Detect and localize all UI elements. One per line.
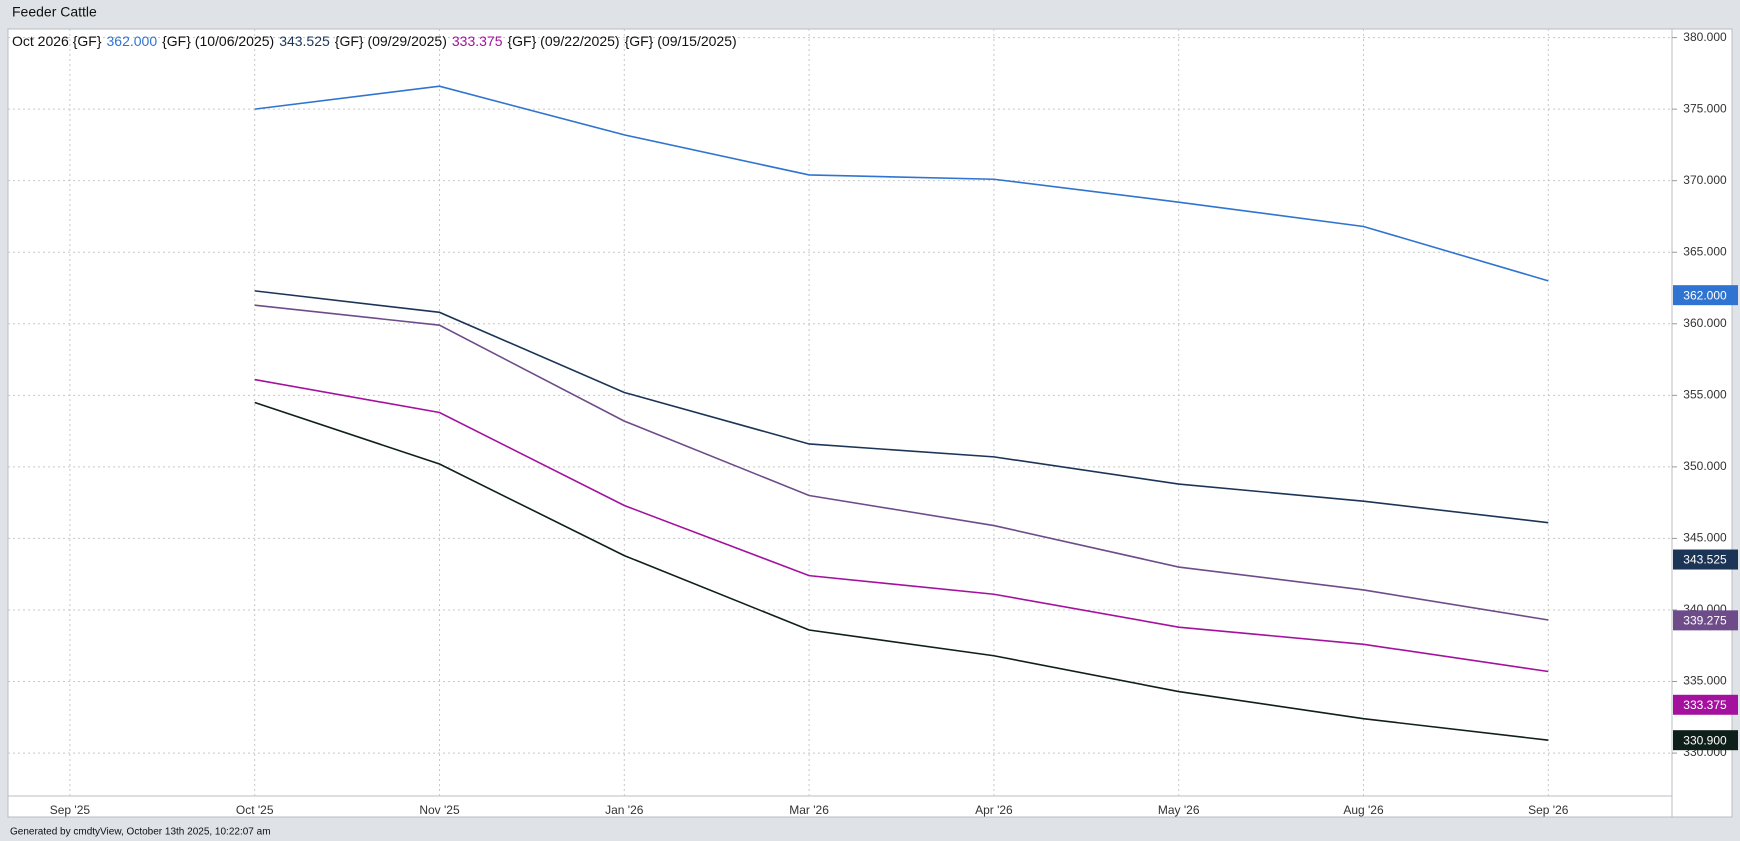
x-tick-label: Sep '25	[50, 803, 91, 817]
series-line	[254, 401, 1549, 741]
y-tick-label: 365.000	[1683, 244, 1727, 258]
legend-entry: 333.375	[452, 33, 503, 49]
x-tick-label: Oct '25	[236, 803, 274, 817]
series-line	[254, 290, 1549, 524]
y-tick-label: 355.000	[1683, 388, 1727, 402]
price-tag-label: 339.275	[1683, 614, 1727, 628]
x-tick-label: Mar '26	[789, 803, 829, 817]
legend-entry: Oct 2026 {GF}	[12, 33, 102, 49]
series-line	[254, 85, 1549, 282]
y-tick-label: 335.000	[1683, 674, 1727, 688]
price-tag-label: 362.000	[1683, 288, 1727, 302]
chart-title: Feeder Cattle	[12, 4, 97, 20]
footer: Generated by cmdtyView, October 13th 202…	[10, 827, 271, 838]
x-tick-label: Jan '26	[605, 803, 644, 817]
x-tick-label: Aug '26	[1343, 803, 1384, 817]
legend-entry: {GF} (09/29/2025)	[335, 33, 447, 49]
y-tick-label: 370.000	[1683, 173, 1727, 187]
price-tag-label: 333.375	[1683, 698, 1727, 712]
legend-entry: 362.000	[107, 33, 158, 49]
plot-background	[7, 28, 1733, 818]
y-tick-label: 345.000	[1683, 531, 1727, 545]
legend-entry: {GF} (09/15/2025)	[625, 33, 737, 49]
y-tick-label: 380.000	[1683, 30, 1727, 44]
legend-entry: 343.525	[279, 33, 330, 49]
series-line	[254, 378, 1549, 673]
price-tag	[1673, 694, 1738, 715]
price-tag-label: 343.525	[1683, 553, 1727, 567]
price-tag	[1673, 610, 1738, 631]
price-tag	[1673, 285, 1738, 306]
legend: Oct 2026 {GF} 362.000 {GF} (10/06/2025) 343…	[12, 33, 737, 49]
price-tag	[1673, 549, 1738, 570]
x-tick-label: Apr '26	[975, 803, 1013, 817]
x-tick-label: May '26	[1158, 803, 1200, 817]
y-tick-label: 375.000	[1683, 101, 1727, 115]
y-tick-label: 360.000	[1683, 316, 1727, 330]
legend-entry: {GF} (10/06/2025)	[162, 33, 274, 49]
x-tick-label: Nov '25	[419, 803, 460, 817]
series-line	[254, 304, 1549, 621]
price-tag-label: 330.900	[1683, 733, 1727, 747]
x-tick-label: Sep '26	[1528, 803, 1569, 817]
price-tag	[1673, 730, 1738, 751]
y-tick-label: 350.000	[1683, 459, 1727, 473]
legend-entry: {GF} (09/22/2025)	[507, 33, 619, 49]
